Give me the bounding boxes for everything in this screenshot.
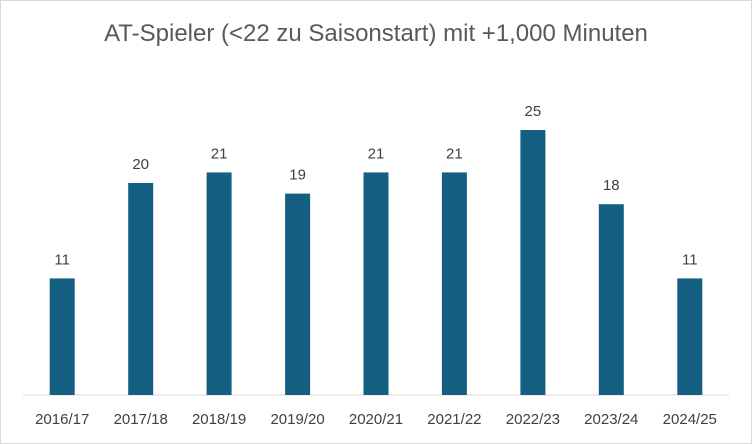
- x-tick-label-2022-23: 2022/23: [506, 411, 560, 428]
- data-label-2018-19: 21: [211, 145, 228, 162]
- x-tick-label-2019-20: 2019/20: [270, 411, 324, 428]
- bar-2024-25: [677, 278, 703, 395]
- data-label-2022-23: 25: [525, 103, 542, 120]
- x-tick-label-2016-17: 2016/17: [35, 411, 89, 428]
- data-labels-layer: 11 20 21 19 21 21 25 18 11: [54, 103, 697, 268]
- bar-2021-22: [441, 172, 467, 395]
- bar-2018-19: [206, 172, 232, 395]
- bar-2020-21: [363, 172, 389, 395]
- data-label-2017-18: 20: [132, 156, 149, 173]
- x-tick-label-2017-18: 2017/18: [114, 411, 168, 428]
- bars-layer: [49, 130, 703, 395]
- data-label-2024-25: 11: [682, 251, 698, 268]
- data-label-2023-24: 18: [603, 177, 620, 194]
- x-tick-label-2021-22: 2021/22: [427, 411, 481, 428]
- data-label-2019-20: 19: [289, 167, 306, 184]
- x-tick-label-2018-19: 2018/19: [192, 411, 246, 428]
- data-label-2020-21: 21: [368, 145, 385, 162]
- data-label-2021-22: 21: [446, 145, 463, 162]
- data-label-2016-17: 11: [54, 251, 70, 268]
- bar-2023-24: [598, 204, 624, 395]
- x-tick-label-2020-21: 2020/21: [349, 411, 403, 428]
- bar-2017-18: [128, 183, 154, 395]
- x-tick-label-2024-25: 2024/25: [663, 411, 717, 428]
- x-tick-label-2023-24: 2023/24: [584, 411, 638, 428]
- chart-title: AT-Spieler (<22 zu Saisonstart) mit +1,0…: [104, 20, 648, 47]
- bar-2016-17: [49, 278, 75, 395]
- bar-2019-20: [285, 193, 311, 395]
- bar-2022-23: [520, 130, 546, 395]
- x-tick-labels-layer: 2016/17 2017/18 2018/19 2019/20 2020/21 2021/…: [35, 411, 717, 428]
